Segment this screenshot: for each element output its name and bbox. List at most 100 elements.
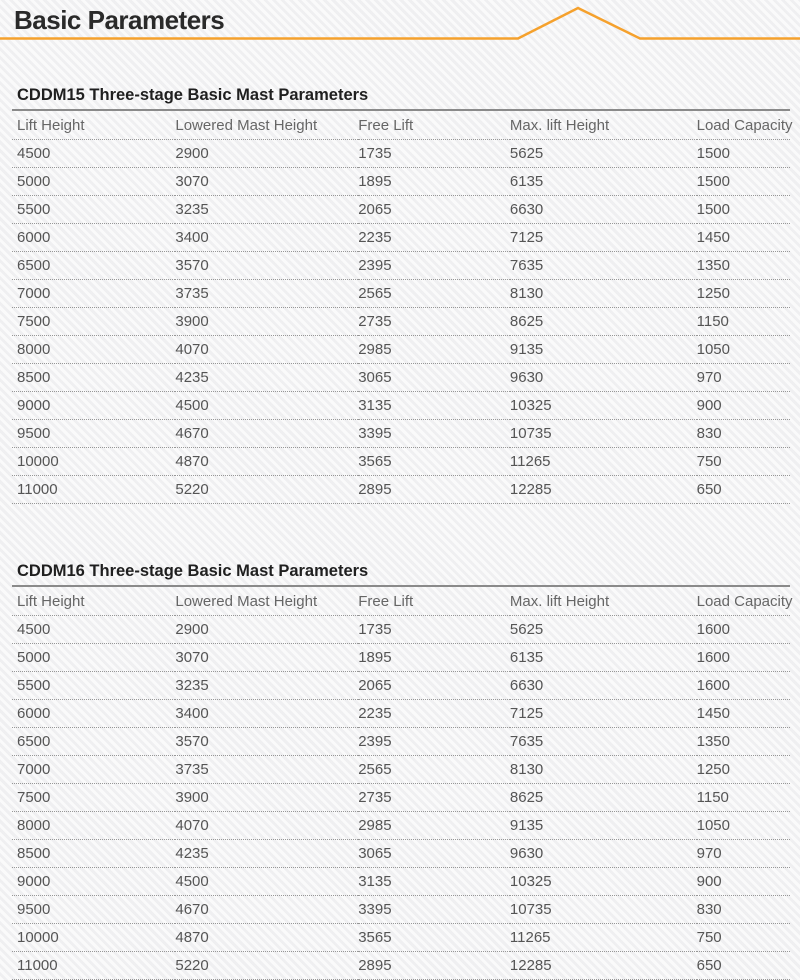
- table-cell: 8130: [509, 755, 697, 784]
- table-cell: 2735: [358, 783, 510, 812]
- table-cell: 1735: [358, 139, 510, 168]
- table-cell: 5500: [12, 671, 176, 700]
- table-cell: 10000: [12, 923, 176, 952]
- table-cell: 830: [696, 419, 790, 448]
- table-cell: 3135: [358, 867, 510, 896]
- table-cell: 6000: [12, 223, 176, 252]
- table-cell: 3395: [358, 419, 510, 448]
- column-header: Lowered Mast Height: [175, 586, 359, 616]
- table-title: CDDM15 Three-stage Basic Mast Parameters: [17, 86, 369, 104]
- table-cell: 8000: [12, 335, 176, 364]
- table-cell: 4670: [175, 895, 359, 924]
- table-cell: 8500: [12, 363, 176, 392]
- table-cell: 1450: [696, 223, 790, 252]
- table-cell: 6000: [12, 699, 176, 728]
- page-header: Basic Parameters: [0, 0, 800, 42]
- column-header: Max. lift Height: [509, 110, 697, 140]
- table-cell: 9500: [12, 895, 176, 924]
- table-row: 6000 3400 2235 7125 1450: [12, 699, 790, 728]
- table-cell: 7000: [12, 755, 176, 784]
- table-row: 4500 2900 1735 5625 1600: [12, 615, 790, 644]
- table-row: 8500 4235 3065 9630 970: [12, 363, 790, 392]
- table-row: 6500 3570 2395 7635 1350: [12, 251, 790, 280]
- table-cell: 4670: [175, 419, 359, 448]
- table-cell: 11000: [12, 475, 176, 504]
- accent-polyline: [0, 6, 800, 40]
- table-cell: 5000: [12, 643, 176, 672]
- table-cell: 4870: [175, 923, 359, 952]
- table-cell: 3565: [358, 923, 510, 952]
- table-cell: 3070: [175, 643, 359, 672]
- column-header: Lift Height: [12, 586, 176, 616]
- table-cell: 830: [696, 895, 790, 924]
- table-cell: 4070: [175, 811, 359, 840]
- table-cell: 2235: [358, 699, 510, 728]
- table-row: 8500 4235 3065 9630 970: [12, 839, 790, 868]
- table-cell: 1450: [696, 699, 790, 728]
- table-cell: 6135: [509, 167, 697, 196]
- table-row: 4500 2900 1735 5625 1500: [12, 139, 790, 168]
- table-cell: 3235: [175, 671, 359, 700]
- table-cell: 3570: [175, 251, 359, 280]
- table-cell: 1895: [358, 643, 510, 672]
- table-cell: 12285: [509, 475, 697, 504]
- parameters-table: Lift Height Lowered Mast Height Free Lift M…: [12, 585, 793, 980]
- table-cell: 10000: [12, 447, 176, 476]
- table-cell: 5220: [175, 475, 359, 504]
- table-row: 5500 3235 2065 6630 1600: [12, 671, 790, 700]
- table-row: 7500 3900 2735 8625 1150: [12, 783, 790, 812]
- table-cell: 1050: [696, 811, 790, 840]
- table-cell: 3065: [358, 363, 510, 392]
- table-cell: 9500: [12, 419, 176, 448]
- table-cell: 8625: [509, 307, 697, 336]
- column-header: Load Capacity: [696, 110, 793, 140]
- table-row: 8000 4070 2985 9135 1050: [12, 811, 790, 840]
- table-row: 9500 4670 3395 10735 830: [12, 895, 790, 924]
- table-cell: 650: [696, 475, 790, 504]
- table-header-row: Lift Height Lowered Mast Height Free Lift M…: [12, 110, 793, 140]
- table-cell: 10325: [509, 391, 697, 420]
- table-cell: 7125: [509, 223, 697, 252]
- table-cell: 4500: [12, 615, 176, 644]
- table-cell: 3400: [175, 223, 359, 252]
- table-cell: 2900: [175, 139, 359, 168]
- table-cell: 2900: [175, 615, 359, 644]
- table-cell: 12285: [509, 951, 697, 980]
- table-cell: 2895: [358, 951, 510, 980]
- header-accent-line: [0, 6, 800, 40]
- table-cell: 5220: [175, 951, 359, 980]
- table-cell: 9000: [12, 867, 176, 896]
- column-header: Lift Height: [12, 110, 176, 140]
- table-cell: 10735: [509, 419, 697, 448]
- table-cell: 9000: [12, 391, 176, 420]
- table-cell: 7500: [12, 307, 176, 336]
- cddm16-table-section: CDDM16 Three-stage Basic Mast Parameters…: [12, 562, 793, 980]
- table-cell: 4870: [175, 447, 359, 476]
- table-row: 10000 4870 3565 11265 750: [12, 447, 790, 476]
- table-cell: 1250: [696, 279, 790, 308]
- table-row: 11000 5220 2895 12285 650: [12, 475, 790, 504]
- table-cell: 1350: [696, 727, 790, 756]
- table-cell: 4500: [175, 867, 359, 896]
- table-cell: 7635: [509, 727, 697, 756]
- table-cell: 750: [696, 923, 790, 952]
- table-header-row: Lift Height Lowered Mast Height Free Lift M…: [12, 586, 793, 616]
- table-cell: 2735: [358, 307, 510, 336]
- table-cell: 1600: [696, 671, 790, 700]
- table-cell: 4500: [12, 139, 176, 168]
- table-cell: 1600: [696, 615, 790, 644]
- table-cell: 3065: [358, 839, 510, 868]
- table-cell: 5500: [12, 195, 176, 224]
- table-cell: 2565: [358, 279, 510, 308]
- table-cell: 750: [696, 447, 790, 476]
- table-cell: 1250: [696, 755, 790, 784]
- table-cell: 2985: [358, 811, 510, 840]
- column-header: Max. lift Height: [509, 586, 697, 616]
- table-cell: 2065: [358, 671, 510, 700]
- table-cell: 9135: [509, 335, 697, 364]
- table-cell: 1600: [696, 643, 790, 672]
- table-cell: 3070: [175, 167, 359, 196]
- table-cell: 8000: [12, 811, 176, 840]
- parameters-table: Lift Height Lowered Mast Height Free Lift M…: [12, 109, 793, 504]
- table-cell: 1350: [696, 251, 790, 280]
